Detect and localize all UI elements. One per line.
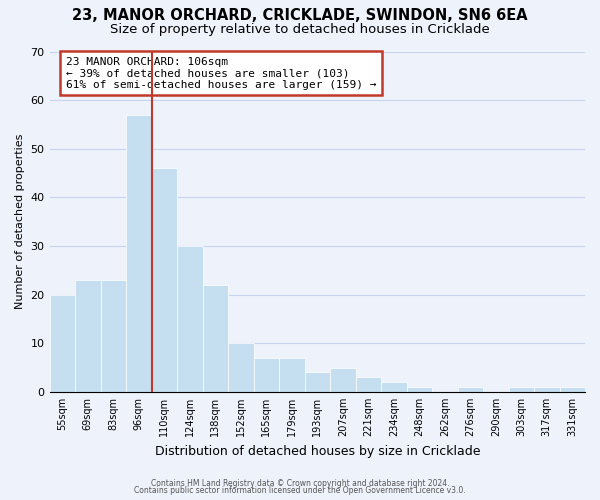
Bar bbox=[458, 387, 483, 392]
Bar bbox=[381, 382, 407, 392]
Bar bbox=[75, 280, 101, 392]
Bar bbox=[407, 387, 432, 392]
Bar bbox=[50, 294, 75, 392]
Bar bbox=[101, 280, 126, 392]
Bar bbox=[305, 372, 330, 392]
Text: 23, MANOR ORCHARD, CRICKLADE, SWINDON, SN6 6EA: 23, MANOR ORCHARD, CRICKLADE, SWINDON, S… bbox=[72, 8, 528, 22]
Bar bbox=[254, 358, 279, 392]
Bar bbox=[152, 168, 177, 392]
Bar bbox=[228, 344, 254, 392]
Text: 23 MANOR ORCHARD: 106sqm
← 39% of detached houses are smaller (103)
61% of semi-: 23 MANOR ORCHARD: 106sqm ← 39% of detach… bbox=[65, 56, 376, 90]
Text: Contains HM Land Registry data © Crown copyright and database right 2024.: Contains HM Land Registry data © Crown c… bbox=[151, 478, 449, 488]
Bar bbox=[509, 387, 534, 392]
Bar bbox=[177, 246, 203, 392]
Y-axis label: Number of detached properties: Number of detached properties bbox=[15, 134, 25, 310]
X-axis label: Distribution of detached houses by size in Cricklade: Distribution of detached houses by size … bbox=[155, 444, 480, 458]
Text: Contains public sector information licensed under the Open Government Licence v3: Contains public sector information licen… bbox=[134, 486, 466, 495]
Bar bbox=[534, 387, 560, 392]
Bar bbox=[356, 378, 381, 392]
Bar bbox=[279, 358, 305, 392]
Bar bbox=[560, 387, 585, 392]
Bar bbox=[330, 368, 356, 392]
Bar bbox=[203, 285, 228, 392]
Bar bbox=[126, 114, 152, 392]
Text: Size of property relative to detached houses in Cricklade: Size of property relative to detached ho… bbox=[110, 22, 490, 36]
